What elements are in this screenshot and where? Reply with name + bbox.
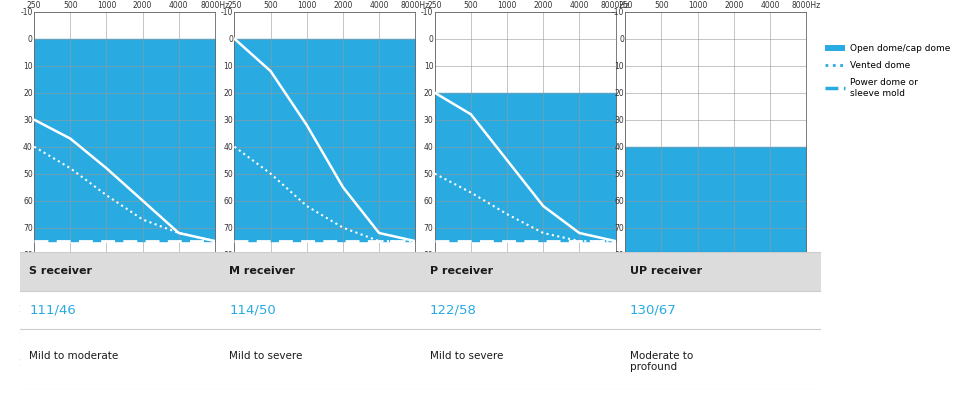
Text: 130/67: 130/67: [630, 304, 677, 316]
Bar: [220, 252, 420, 291]
Bar: [420, 252, 620, 291]
Text: 122/58: 122/58: [430, 304, 477, 316]
Text: S receiver: S receiver: [29, 266, 92, 277]
Bar: [620, 252, 821, 291]
Text: Moderate to
profound: Moderate to profound: [630, 351, 694, 372]
Text: Mild to moderate: Mild to moderate: [29, 351, 118, 361]
Bar: [20, 329, 220, 390]
Text: M receiver: M receiver: [230, 266, 295, 277]
Text: 114/50: 114/50: [230, 304, 276, 316]
Bar: [20, 291, 220, 329]
Text: Mild to severe: Mild to severe: [430, 351, 503, 361]
Bar: [220, 329, 420, 390]
Bar: [420, 329, 620, 390]
Bar: [620, 291, 821, 329]
Bar: [620, 329, 821, 390]
Bar: [220, 291, 420, 329]
Text: P receiver: P receiver: [430, 266, 492, 277]
Text: 111/46: 111/46: [29, 304, 76, 316]
Text: Mild to severe: Mild to severe: [230, 351, 303, 361]
Legend: Open dome/cap dome, Vented dome, Power dome or
sleeve mold: Open dome/cap dome, Vented dome, Power d…: [826, 44, 950, 98]
Bar: [20, 252, 220, 291]
Text: UP receiver: UP receiver: [630, 266, 702, 277]
Bar: [420, 291, 620, 329]
